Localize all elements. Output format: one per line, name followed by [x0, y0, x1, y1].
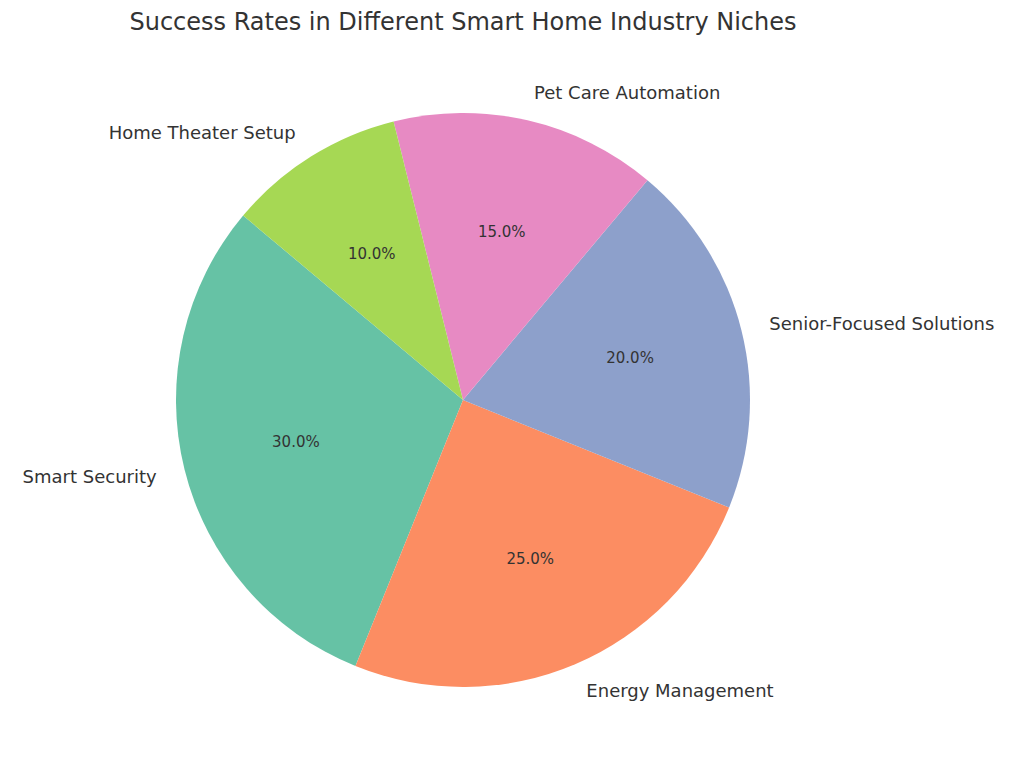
category-label: Senior-Focused Solutions [769, 313, 994, 334]
labels: Smart Security 30.0% Energy Management 25.0… [23, 82, 995, 701]
background [0, 0, 1024, 770]
category-label: Home Theater Setup [109, 122, 296, 143]
chart: Success Rates in Different Smart Home In… [0, 0, 1024, 770]
data-label: 20.0% [606, 349, 654, 367]
data-label: 10.0% [348, 245, 396, 263]
category-label: Smart Security [23, 466, 157, 487]
slices [176, 113, 750, 687]
data-label: 15.0% [478, 223, 526, 241]
data-label: 25.0% [506, 550, 554, 568]
title: Success Rates in Different Smart Home In… [129, 8, 796, 36]
slice [243, 122, 463, 400]
data-label: 30.0% [272, 433, 320, 451]
category-label: Pet Care Automation [534, 82, 720, 103]
category-label: Energy Management [586, 680, 773, 701]
